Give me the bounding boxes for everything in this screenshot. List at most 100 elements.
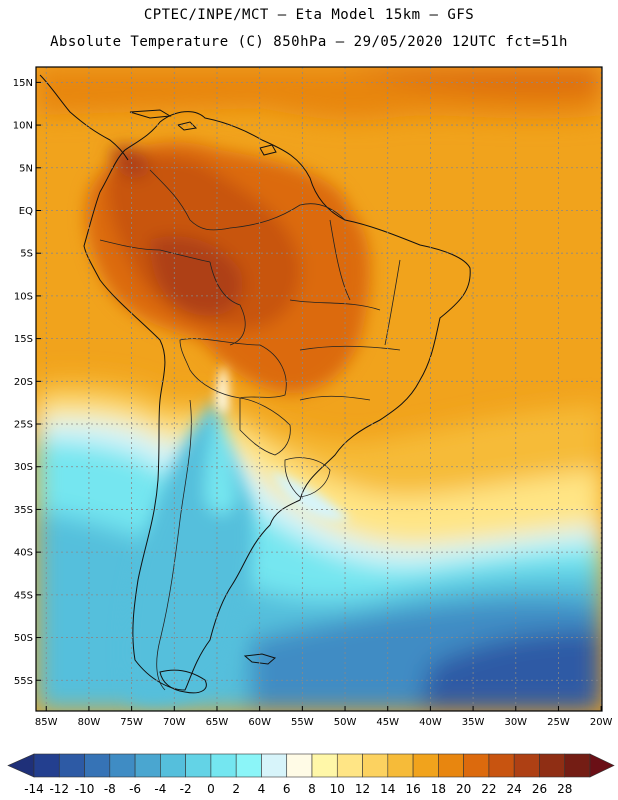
- field-s-darkblue: [420, 631, 602, 711]
- lat-tick-label: 45S: [14, 590, 33, 601]
- falklands: [243, 653, 277, 665]
- border-peru-brazil: [209, 261, 246, 346]
- lat-tick-label: 10N: [13, 121, 33, 132]
- coastlines: [39, 74, 471, 694]
- south-america-coast: [83, 111, 471, 691]
- central-america: [39, 74, 129, 161]
- border-brazil-inner-1: [289, 299, 381, 311]
- colorbar-swatch: [387, 753, 414, 778]
- colorbar-label: 14: [380, 782, 395, 796]
- colorbar-label: 28: [557, 782, 572, 796]
- colorbar-swatch: [564, 753, 591, 778]
- lon-tick-label: 45W: [376, 717, 399, 728]
- lat-tick-label: 30S: [14, 462, 33, 473]
- border-colombia-peru: [99, 239, 211, 263]
- colorbar-label: -4: [154, 782, 166, 796]
- border-uruguay: [284, 457, 331, 498]
- lat-tick-label: 50S: [14, 633, 33, 644]
- colorbar-swatch: [438, 753, 464, 778]
- tierra-del-fuego: [159, 669, 207, 694]
- colorbar-label: 24: [507, 782, 522, 796]
- colorbar-label: 22: [481, 782, 496, 796]
- colorbar-over-arrow: [589, 753, 615, 778]
- lon-tick-label: 35W: [462, 717, 485, 728]
- lat-tick-label: 35S: [14, 505, 33, 516]
- colorbar-swatch: [412, 753, 439, 778]
- colorbar-swatch: [185, 753, 212, 778]
- lat-tick-label: 15N: [13, 78, 33, 89]
- lon-tick-label: 30W: [504, 717, 527, 728]
- border-brazil-inner-4: [384, 259, 401, 346]
- colorbar-label: 10: [330, 782, 345, 796]
- colorbar-label: -8: [104, 782, 116, 796]
- temperature-field: [36, 67, 602, 711]
- border-brazil-north: [229, 203, 346, 229]
- title-line-2: Absolute Temperature (C) 850hPa – 29/05/…: [50, 34, 568, 50]
- longitude-ticks: 85W 80W 75W 70W 65W 60W 55W 50W 45W 40W 35W 30W 25W 2…: [35, 706, 613, 728]
- colorbar-label: 12: [355, 782, 370, 796]
- colorbar-swatch: [336, 753, 363, 778]
- colorbar-swatch: [210, 753, 237, 778]
- colorbar-label: -12: [49, 782, 69, 796]
- lon-tick-label: 55W: [291, 717, 314, 728]
- border-argentina-chile: [156, 399, 192, 691]
- colorbar-under-arrow: [7, 753, 35, 778]
- border-bolivia: [179, 338, 287, 399]
- colorbar-swatch: [513, 753, 540, 778]
- colorbar-swatch: [109, 753, 136, 778]
- colorbar-label: -14: [24, 782, 44, 796]
- colorbar-swatch: [261, 753, 288, 778]
- lat-tick-label: 5S: [20, 249, 33, 260]
- colorbar-label: 8: [308, 782, 316, 796]
- colorbar-label: -6: [129, 782, 141, 796]
- lat-tick-label: 40S: [14, 548, 33, 559]
- caribbean-isle-1: [129, 109, 172, 119]
- lon-tick-label: 70W: [163, 717, 186, 728]
- border-brazil-inner-5: [299, 395, 371, 401]
- graticule: [36, 67, 602, 711]
- lon-tick-label: 20W: [590, 717, 613, 728]
- lat-tick-label: 10S: [14, 291, 33, 302]
- caribbean-isle-2: [176, 121, 198, 131]
- colorbar-label: 2: [232, 782, 240, 796]
- colorbar-swatch: [539, 753, 566, 778]
- colorbar-swatch: [160, 753, 186, 778]
- colorbar-swatch: [33, 753, 60, 778]
- colorbar-label: -2: [180, 782, 192, 796]
- colorbar-label: 16: [405, 782, 420, 796]
- lon-tick-label: 75W: [120, 717, 143, 728]
- colorbar-swatch: [286, 753, 313, 778]
- colorbar-label: 18: [431, 782, 446, 796]
- colorbar-label: 20: [456, 782, 471, 796]
- border-colombia-venezuela: [149, 169, 231, 231]
- field-rio-plata-cool: [270, 470, 350, 521]
- lon-tick-label: 80W: [78, 717, 101, 728]
- colorbar-label: -10: [75, 782, 95, 796]
- lon-tick-label: 60W: [248, 717, 271, 728]
- colorbar-label: 0: [207, 782, 215, 796]
- colorbar-swatch: [134, 753, 161, 778]
- lat-tick-label: 20S: [14, 377, 33, 388]
- colorbar-swatch: [488, 753, 515, 778]
- colorbar: -14 -12 -10 -8 -6 -4 -2 0 2 4 6 8 10 12 14 16 18 20 22 24 26…: [7, 753, 615, 796]
- colorbar-swatch: [235, 753, 262, 778]
- lat-tick-label: 5N: [19, 163, 33, 174]
- colorbar-swatch: [84, 753, 111, 778]
- field-cold-tongue-tip: [205, 410, 236, 515]
- lon-tick-label: 50W: [334, 717, 357, 728]
- field-andes-north-max: [110, 146, 150, 179]
- field-north-hot: [340, 67, 602, 95]
- colorbar-swatch: [58, 753, 85, 778]
- lon-tick-label: 40W: [419, 717, 442, 728]
- border-brazil-inner-3: [329, 219, 351, 301]
- country-borders: [99, 169, 401, 691]
- colorbar-label: 26: [532, 782, 547, 796]
- caribbean-isle-3: [259, 144, 277, 156]
- lat-tick-label: 25S: [14, 420, 33, 431]
- field-dry-spot: [215, 365, 229, 414]
- colorbar-label: 6: [283, 782, 291, 796]
- colorbar-swatch: [311, 753, 338, 778]
- colorbar-label: 4: [258, 782, 266, 796]
- colorbar-swatch: [463, 753, 490, 778]
